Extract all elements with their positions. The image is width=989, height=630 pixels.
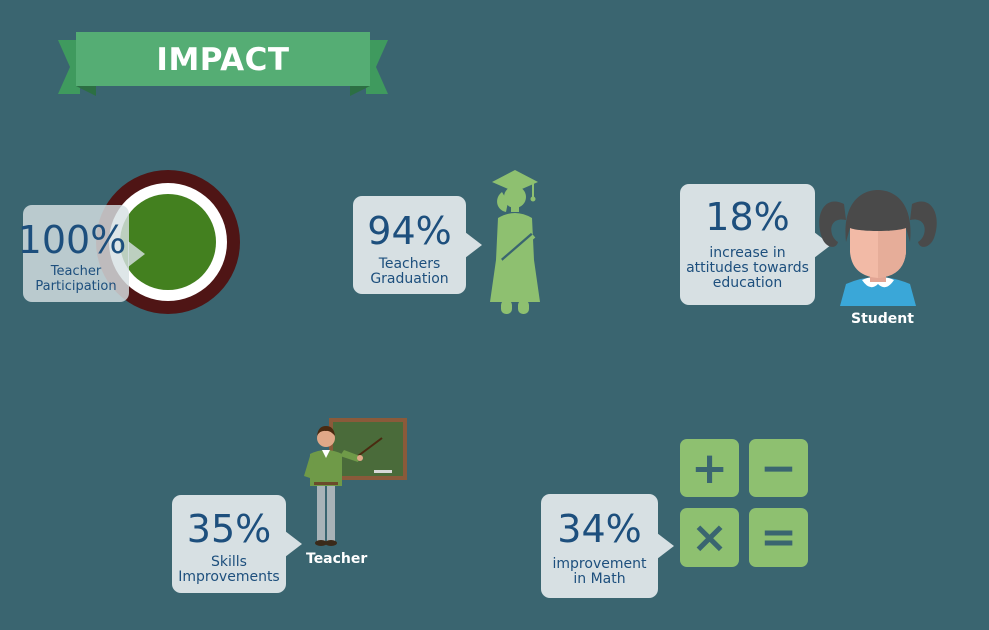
impact-banner: IMPACT — [56, 32, 390, 96]
times-key: × — [680, 508, 739, 567]
skills-label-1: Skills — [211, 554, 247, 570]
ribbon-graphic — [58, 32, 388, 96]
teacher-participation-value: 100% — [17, 218, 127, 262]
math-bubble: 34% improvement in Math — [541, 494, 674, 598]
attitudes-label-3: education — [712, 275, 783, 291]
skills-label-2: Improvements — [178, 569, 280, 585]
teacher-at-board-icon — [304, 418, 407, 546]
graduate-icon — [490, 170, 540, 314]
math-label-2: in Math — [573, 571, 626, 587]
teacher-participation-label-2: Participation — [35, 279, 117, 294]
teachers-graduation-label-2: Graduation — [370, 271, 449, 287]
teacher-participation-bubble: 100% Teacher Participation — [18, 205, 145, 302]
attitudes-bubble: 18% increase in attitudes towards educat… — [680, 184, 831, 305]
page-title: IMPACT — [156, 42, 290, 78]
student-caption: Student — [851, 311, 914, 327]
math-value: 34% — [557, 507, 642, 551]
bubble-tail — [128, 240, 145, 267]
math-label-1: improvement — [552, 556, 647, 572]
skills-value: 35% — [186, 507, 272, 551]
teachers-graduation-value: 94% — [367, 209, 452, 253]
student-girl-icon — [819, 190, 937, 306]
bubble-tail — [465, 232, 482, 258]
plus-key: + — [680, 439, 739, 497]
teacher-participation-ring — [96, 170, 240, 314]
equals-key: = — [749, 508, 808, 567]
teachers-graduation-bubble: 94% Teachers Graduation — [353, 196, 482, 294]
teacher-caption: Teacher — [306, 551, 368, 567]
teacher-participation-label-1: Teacher — [50, 264, 102, 279]
attitudes-value: 18% — [705, 195, 790, 239]
minus-key: − — [749, 439, 808, 497]
attitudes-label-2: attitudes towards — [686, 260, 809, 276]
bubble-tail — [285, 531, 302, 557]
bubble-tail — [657, 533, 674, 559]
skills-bubble: 35% Skills Improvements — [172, 495, 302, 593]
calculator-icon: + − × = — [680, 439, 808, 567]
attitudes-label-1: increase in — [709, 245, 786, 261]
teachers-graduation-label-1: Teachers — [378, 256, 441, 272]
